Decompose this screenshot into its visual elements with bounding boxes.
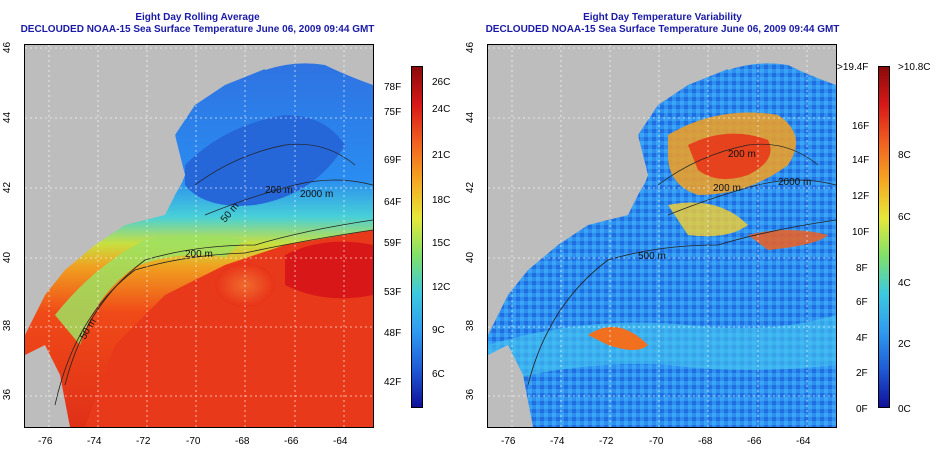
colorbar-c-label: 12C — [432, 282, 451, 293]
colorbar-c-label: 6C — [432, 369, 445, 380]
lon-tick: -64 — [796, 436, 811, 447]
lat-tick: 46 — [465, 41, 477, 54]
lat-tick: 42 — [465, 181, 477, 194]
colorbar-c-label: 9C — [432, 325, 445, 336]
lon-tick: -72 — [599, 436, 614, 447]
lon-tick: -66 — [747, 436, 762, 447]
colorbar-f-label: 12F — [852, 191, 870, 202]
colorbar-c-label: 4C — [898, 278, 911, 289]
colorbar-c-label: 21C — [432, 150, 451, 161]
colorbar-f-label: 10F — [852, 227, 870, 238]
colorbar-f-label: 64F — [384, 197, 402, 208]
colorbar-f-label: 48F — [384, 328, 402, 339]
lon-tick: -70 — [649, 436, 664, 447]
colorbar-f-label: 2F — [856, 368, 868, 379]
sst-variability-image: 200 m 2000 m 200 m 500 m — [488, 45, 836, 427]
lat-tick: 40 — [465, 251, 477, 264]
colorbar-c-label: 2C — [898, 339, 911, 350]
colorbar-c-label: 8C — [898, 150, 911, 161]
colorbar-f-label: >19.4F — [837, 62, 869, 73]
lon-tick: -70 — [186, 436, 201, 447]
lon-tick: -74 — [87, 436, 102, 447]
lat-tick: 36 — [465, 388, 477, 401]
contour-label: 2000 m — [778, 177, 811, 188]
sst-colorbar — [411, 66, 423, 408]
colorbar-f-label: 78F — [384, 82, 402, 93]
lon-tick: -66 — [284, 436, 299, 447]
colorbar-f-label: 59F — [384, 238, 402, 249]
contour-label: 200 m — [728, 149, 756, 160]
lon-tick: -68 — [698, 436, 713, 447]
colorbar-f-label: 16F — [852, 121, 870, 132]
lat-tick: 38 — [465, 319, 477, 332]
lat-tick: 44 — [465, 111, 477, 124]
lon-tick: -76 — [38, 436, 53, 447]
sst-average-image: 2000 m 200 m 50 m 200 m 50 m — [25, 45, 373, 427]
colorbar-c-label: 6C — [898, 212, 911, 223]
right-subtitle: DECLOUDED NOAA-15 Sea Surface Temperatur… — [485, 24, 840, 35]
contour-label: 200 m — [713, 183, 741, 194]
lon-tick: -64 — [333, 436, 348, 447]
colorbar-f-label: 6F — [856, 297, 868, 308]
colorbar-c-label: >10.8C — [898, 62, 931, 73]
sst-average-map: 2000 m 200 m 50 m 200 m 50 m — [24, 44, 374, 428]
contour-label: 200 m — [185, 249, 213, 260]
colorbar-c-label: 0C — [898, 404, 911, 415]
colorbar-c-label: 26C — [432, 77, 451, 88]
variability-colorbar — [878, 66, 890, 408]
lon-tick: -68 — [235, 436, 250, 447]
colorbar-c-label: 15C — [432, 238, 451, 249]
colorbar-f-label: 4F — [856, 333, 868, 344]
contour-label: 200 m — [265, 185, 293, 196]
left-subtitle: DECLOUDED NOAA-15 Sea Surface Temperatur… — [20, 24, 375, 35]
colorbar-f-label: 69F — [384, 155, 402, 166]
colorbar-f-label: 53F — [384, 287, 402, 298]
lon-tick: -76 — [501, 436, 516, 447]
sst-variability-map: 200 m 2000 m 200 m 500 m — [487, 44, 837, 428]
colorbar-f-label: 42F — [384, 377, 402, 388]
colorbar-c-label: 24C — [432, 104, 451, 115]
contour-label: 500 m — [638, 251, 666, 262]
colorbar-f-label: 75F — [384, 107, 402, 118]
lon-tick: -72 — [136, 436, 151, 447]
colorbar-c-label: 18C — [432, 195, 451, 206]
colorbar-f-label: 0F — [856, 404, 868, 415]
left-title: Eight Day Rolling Average — [135, 12, 260, 23]
contour-label: 2000 m — [300, 189, 333, 200]
lon-tick: -74 — [550, 436, 565, 447]
right-title: Eight Day Temperature Variability — [583, 12, 742, 23]
colorbar-f-label: 8F — [856, 263, 868, 274]
colorbar-f-label: 14F — [852, 155, 870, 166]
